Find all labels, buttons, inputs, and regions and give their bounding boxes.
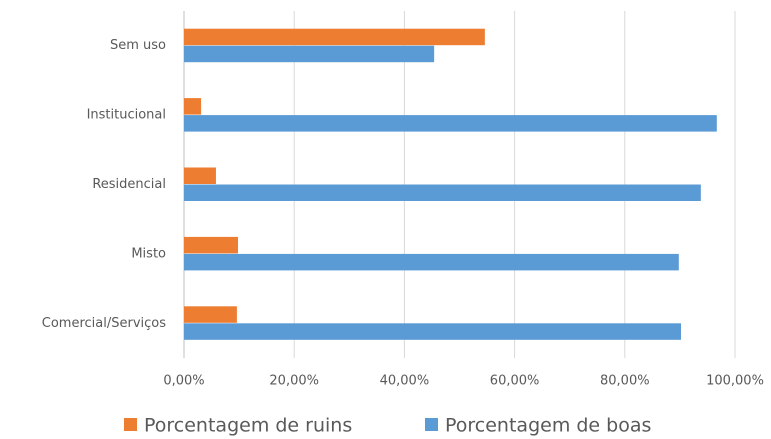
bar xyxy=(184,45,435,63)
bar xyxy=(184,28,485,46)
bar xyxy=(184,306,237,323)
y-tick-label: Residencial xyxy=(92,177,166,192)
bar xyxy=(184,236,238,254)
x-tick-label: 100,00% xyxy=(706,374,764,389)
bar xyxy=(184,323,682,340)
bar xyxy=(184,98,202,115)
legend-swatch xyxy=(124,418,137,431)
x-tick-label: 0,00% xyxy=(163,374,204,389)
bar xyxy=(184,167,216,184)
y-tick-label: Sem uso xyxy=(110,38,166,53)
bar xyxy=(184,253,679,271)
y-tick-label: Institucional xyxy=(87,108,166,123)
legend-label: Porcentagem de ruins xyxy=(144,415,352,437)
x-tick-label: 80,00% xyxy=(600,374,650,389)
bar xyxy=(184,184,701,201)
y-tick-label: Misto xyxy=(131,246,166,261)
legend-swatch xyxy=(425,418,438,431)
legend-label: Porcentagem de boas xyxy=(445,415,651,437)
x-tick-label: 60,00% xyxy=(490,374,540,389)
x-tick-label: 20,00% xyxy=(269,374,319,389)
x-tick-label: 40,00% xyxy=(380,374,430,389)
y-tick-label: Comercial/Serviços xyxy=(42,316,166,331)
bar xyxy=(184,115,717,132)
